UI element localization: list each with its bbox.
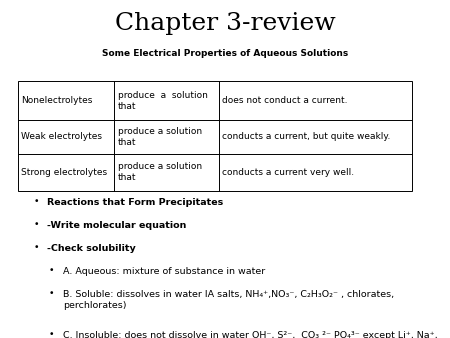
Text: •: • bbox=[49, 289, 54, 298]
Text: produce a solution
that: produce a solution that bbox=[117, 127, 202, 147]
Text: •: • bbox=[33, 243, 39, 252]
Text: B. Soluble: dissolves in water IA salts, NH₄⁺,NO₃⁻, C₂H₃O₂⁻ , chlorates,
perchlo: B. Soluble: dissolves in water IA salts,… bbox=[63, 290, 394, 310]
Text: •: • bbox=[49, 330, 54, 338]
Text: C. Insoluble: does not dissolve in water OH⁻, S²⁻,  CO₃ ²⁻ PO₄³⁻ except Li⁺, Na⁺: C. Insoluble: does not dissolve in water… bbox=[63, 331, 437, 338]
Text: conducts a current very well.: conducts a current very well. bbox=[222, 168, 354, 177]
Text: •: • bbox=[33, 220, 39, 229]
Text: A. Aqueous: mixture of substance in water: A. Aqueous: mixture of substance in wate… bbox=[63, 267, 265, 276]
Text: Strong electrolytes: Strong electrolytes bbox=[21, 168, 107, 177]
Text: •: • bbox=[33, 197, 39, 206]
Text: -Check solubility: -Check solubility bbox=[47, 244, 136, 253]
Text: •: • bbox=[49, 266, 54, 275]
Text: -Write molecular equation: -Write molecular equation bbox=[47, 221, 187, 230]
Text: Nonelectrolytes: Nonelectrolytes bbox=[21, 96, 93, 105]
Text: Chapter 3-review: Chapter 3-review bbox=[115, 12, 335, 35]
Text: does not conduct a current.: does not conduct a current. bbox=[222, 96, 347, 105]
Text: produce  a  solution
that: produce a solution that bbox=[117, 91, 207, 111]
Text: Some Electrical Properties of Aqueous Solutions: Some Electrical Properties of Aqueous So… bbox=[102, 49, 348, 58]
Bar bbox=[18, 81, 412, 191]
Text: Weak electrolytes: Weak electrolytes bbox=[21, 132, 102, 141]
Text: Reactions that Form Precipitates: Reactions that Form Precipitates bbox=[47, 198, 224, 207]
Text: produce a solution
that: produce a solution that bbox=[117, 162, 202, 182]
Text: conducts a current, but quite weakly.: conducts a current, but quite weakly. bbox=[222, 132, 390, 141]
